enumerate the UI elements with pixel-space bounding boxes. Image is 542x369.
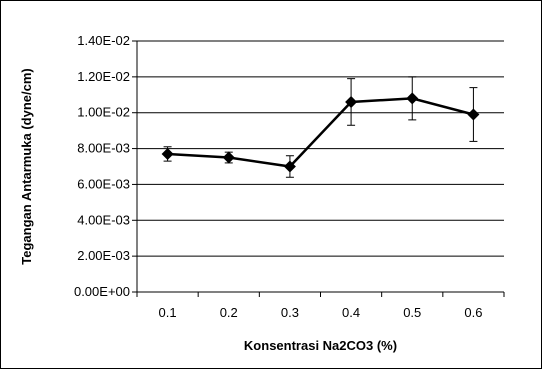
y-tick-label: 1.40E-02 [77, 33, 130, 48]
x-tick-label: 0.5 [403, 305, 421, 320]
series-lines [167, 97, 474, 168]
y-tick-label: 6.00E-03 [77, 176, 130, 191]
x-tick-label: 0.6 [464, 305, 482, 320]
y-tick-label: 0.00E+00 [74, 284, 130, 299]
data-point-diamond [161, 147, 174, 160]
y-tick-label: 1.00E-02 [77, 105, 130, 120]
data-point-diamond [406, 92, 419, 105]
y-tick-label: 2.00E-03 [77, 248, 130, 263]
data-point-diamond [345, 95, 358, 108]
axes [136, 41, 505, 297]
y-tick-labels: 0.00E+00 2.00E-03 4.00E-03 6.00E-03 8.00E-03… [74, 33, 130, 299]
x-tick-label: 0.1 [159, 305, 177, 320]
data-point-diamond [222, 151, 235, 164]
y-tick-label: 4.00E-03 [77, 212, 130, 227]
y-axis-title: Tegangan Antarmuka (dyne/cm) [19, 68, 34, 264]
y-tick-label: 1.20E-02 [77, 69, 130, 84]
data-point-diamond [283, 160, 296, 173]
x-tick-label: 0.4 [342, 305, 360, 320]
x-axis-title: Konsentrasi Na2CO3 (%) [244, 338, 397, 353]
data-markers [161, 92, 480, 173]
x-tick-labels: 0.1 0.2 0.3 0.4 0.5 0.6 [159, 305, 483, 320]
x-tick-label: 0.3 [281, 305, 299, 320]
gridlines [132, 40, 504, 293]
series-line [167, 97, 474, 168]
x-tick-label: 0.2 [220, 305, 238, 320]
data-point-diamond [467, 108, 480, 121]
y-tick-label: 8.00E-03 [77, 141, 130, 156]
